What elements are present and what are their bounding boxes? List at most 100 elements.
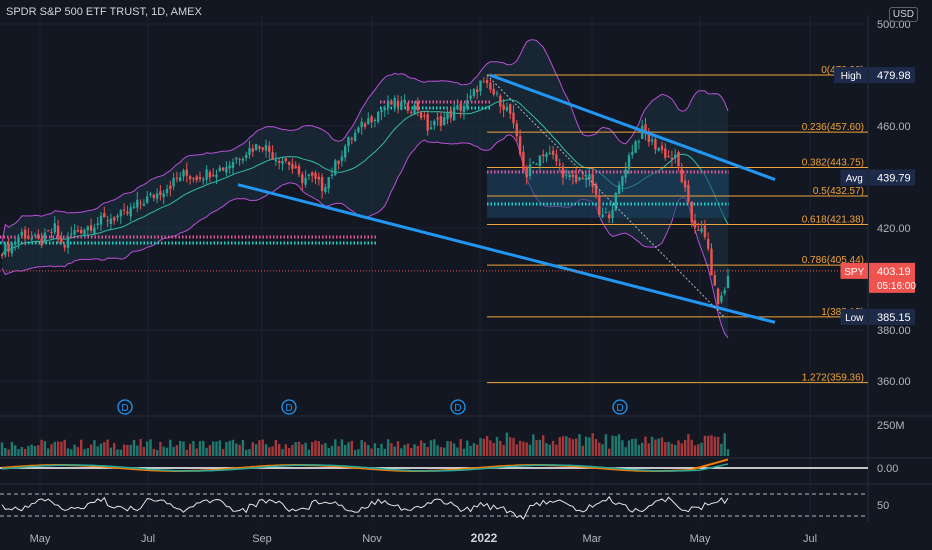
volume-bar [693, 445, 697, 456]
candle-body [66, 236, 70, 248]
price-tick-label: 460.00 [877, 121, 911, 133]
price-tick-label: 500.00 [877, 19, 911, 31]
candle-body [575, 174, 578, 182]
candle-body [281, 160, 284, 164]
candle-body [89, 225, 93, 231]
volume-bar [571, 439, 575, 456]
candle-body [330, 174, 334, 176]
price-tag-value: 403.19 [877, 266, 911, 278]
volume-bar [76, 447, 80, 456]
candle-body [667, 155, 670, 157]
candle-body [535, 163, 538, 165]
candle-body [347, 137, 350, 147]
candle-body [680, 168, 683, 183]
currency-badge[interactable]: USD [888, 7, 918, 22]
candle-body [565, 174, 568, 176]
price-tag-name: Low [845, 313, 864, 324]
volume-bar [93, 440, 96, 456]
volume-bar [106, 439, 109, 456]
trend-channel [237, 73, 776, 324]
volume-bar [551, 440, 555, 456]
candle-body [532, 162, 535, 164]
candle-body [476, 89, 479, 93]
volume-bar [70, 449, 73, 456]
volume-bar [66, 448, 70, 456]
candle-body [284, 158, 287, 162]
volume-bar [80, 439, 83, 456]
candle-body [122, 209, 126, 211]
volume-bar [538, 439, 542, 456]
dividend-marker [612, 399, 628, 415]
volume-bar [588, 437, 591, 456]
volume-bar [169, 439, 172, 456]
candle-body [264, 145, 268, 151]
candle-body [132, 206, 136, 209]
fib-level-label: 1.272(359.36) [802, 373, 864, 384]
volume-bar [50, 444, 53, 456]
time-tick-label: 2022 [471, 531, 498, 545]
candle-body [449, 110, 452, 118]
volume-bar [330, 445, 334, 456]
volume-bar [198, 441, 202, 456]
candle-body [17, 237, 20, 244]
symbol-title[interactable]: SPDR S&P 500 ETF TRUST, 1D, AMEX [6, 6, 202, 18]
candle-body [116, 215, 119, 218]
dividend-marker [450, 399, 466, 415]
candle-body [0, 254, 4, 256]
candle-body [403, 100, 406, 102]
volume-bar [202, 440, 205, 456]
volume-bar [334, 439, 337, 456]
candle-body [538, 155, 542, 167]
volume-bar [578, 434, 581, 456]
candle-body [56, 225, 60, 237]
volume-bar [713, 436, 716, 456]
candle-body [495, 92, 499, 94]
price-tag-value-box [869, 262, 915, 293]
candle-body [479, 80, 482, 92]
candle-body [195, 176, 198, 181]
candle-body [23, 229, 27, 239]
dividend-marker-label: D [285, 403, 292, 414]
candle-body [287, 162, 291, 165]
volume-bar [367, 444, 370, 456]
volume-bar [419, 440, 423, 456]
candle-body [710, 248, 713, 276]
volume-bar [423, 442, 426, 456]
volume-bar [479, 438, 482, 456]
volume-bar [215, 441, 218, 456]
price-tag-value: 385.15 [877, 312, 911, 324]
volume-bar [377, 448, 380, 456]
volume-bar [241, 440, 245, 456]
candle-body [469, 95, 472, 99]
candle-body [268, 146, 271, 152]
candle-body [271, 152, 274, 159]
volume-bar [268, 447, 271, 456]
candle-body [393, 97, 396, 108]
volume-bar [456, 447, 459, 456]
volume-bar [509, 437, 512, 456]
candle-body [119, 210, 122, 217]
volume-bar [83, 449, 86, 456]
candle-body [314, 172, 317, 179]
volume-bar [278, 443, 281, 456]
volume-bar [30, 444, 33, 456]
volume-bar [637, 444, 641, 456]
volume-bar [60, 441, 63, 456]
volume-bar [238, 444, 241, 456]
candle-body [238, 158, 241, 160]
candle-body [202, 178, 205, 181]
candle-body [693, 220, 697, 228]
candle-body [561, 166, 565, 178]
volume-bar [492, 442, 495, 456]
volume-bar [683, 440, 687, 456]
volume-bar [337, 446, 340, 456]
candle-body [456, 105, 459, 110]
candle-body [443, 117, 446, 126]
volume-bar [545, 443, 548, 456]
candle-body [581, 178, 584, 180]
candle-body [594, 183, 598, 195]
candle-body [700, 228, 703, 232]
signal-line [1, 463, 729, 472]
volume-bar [14, 445, 17, 456]
